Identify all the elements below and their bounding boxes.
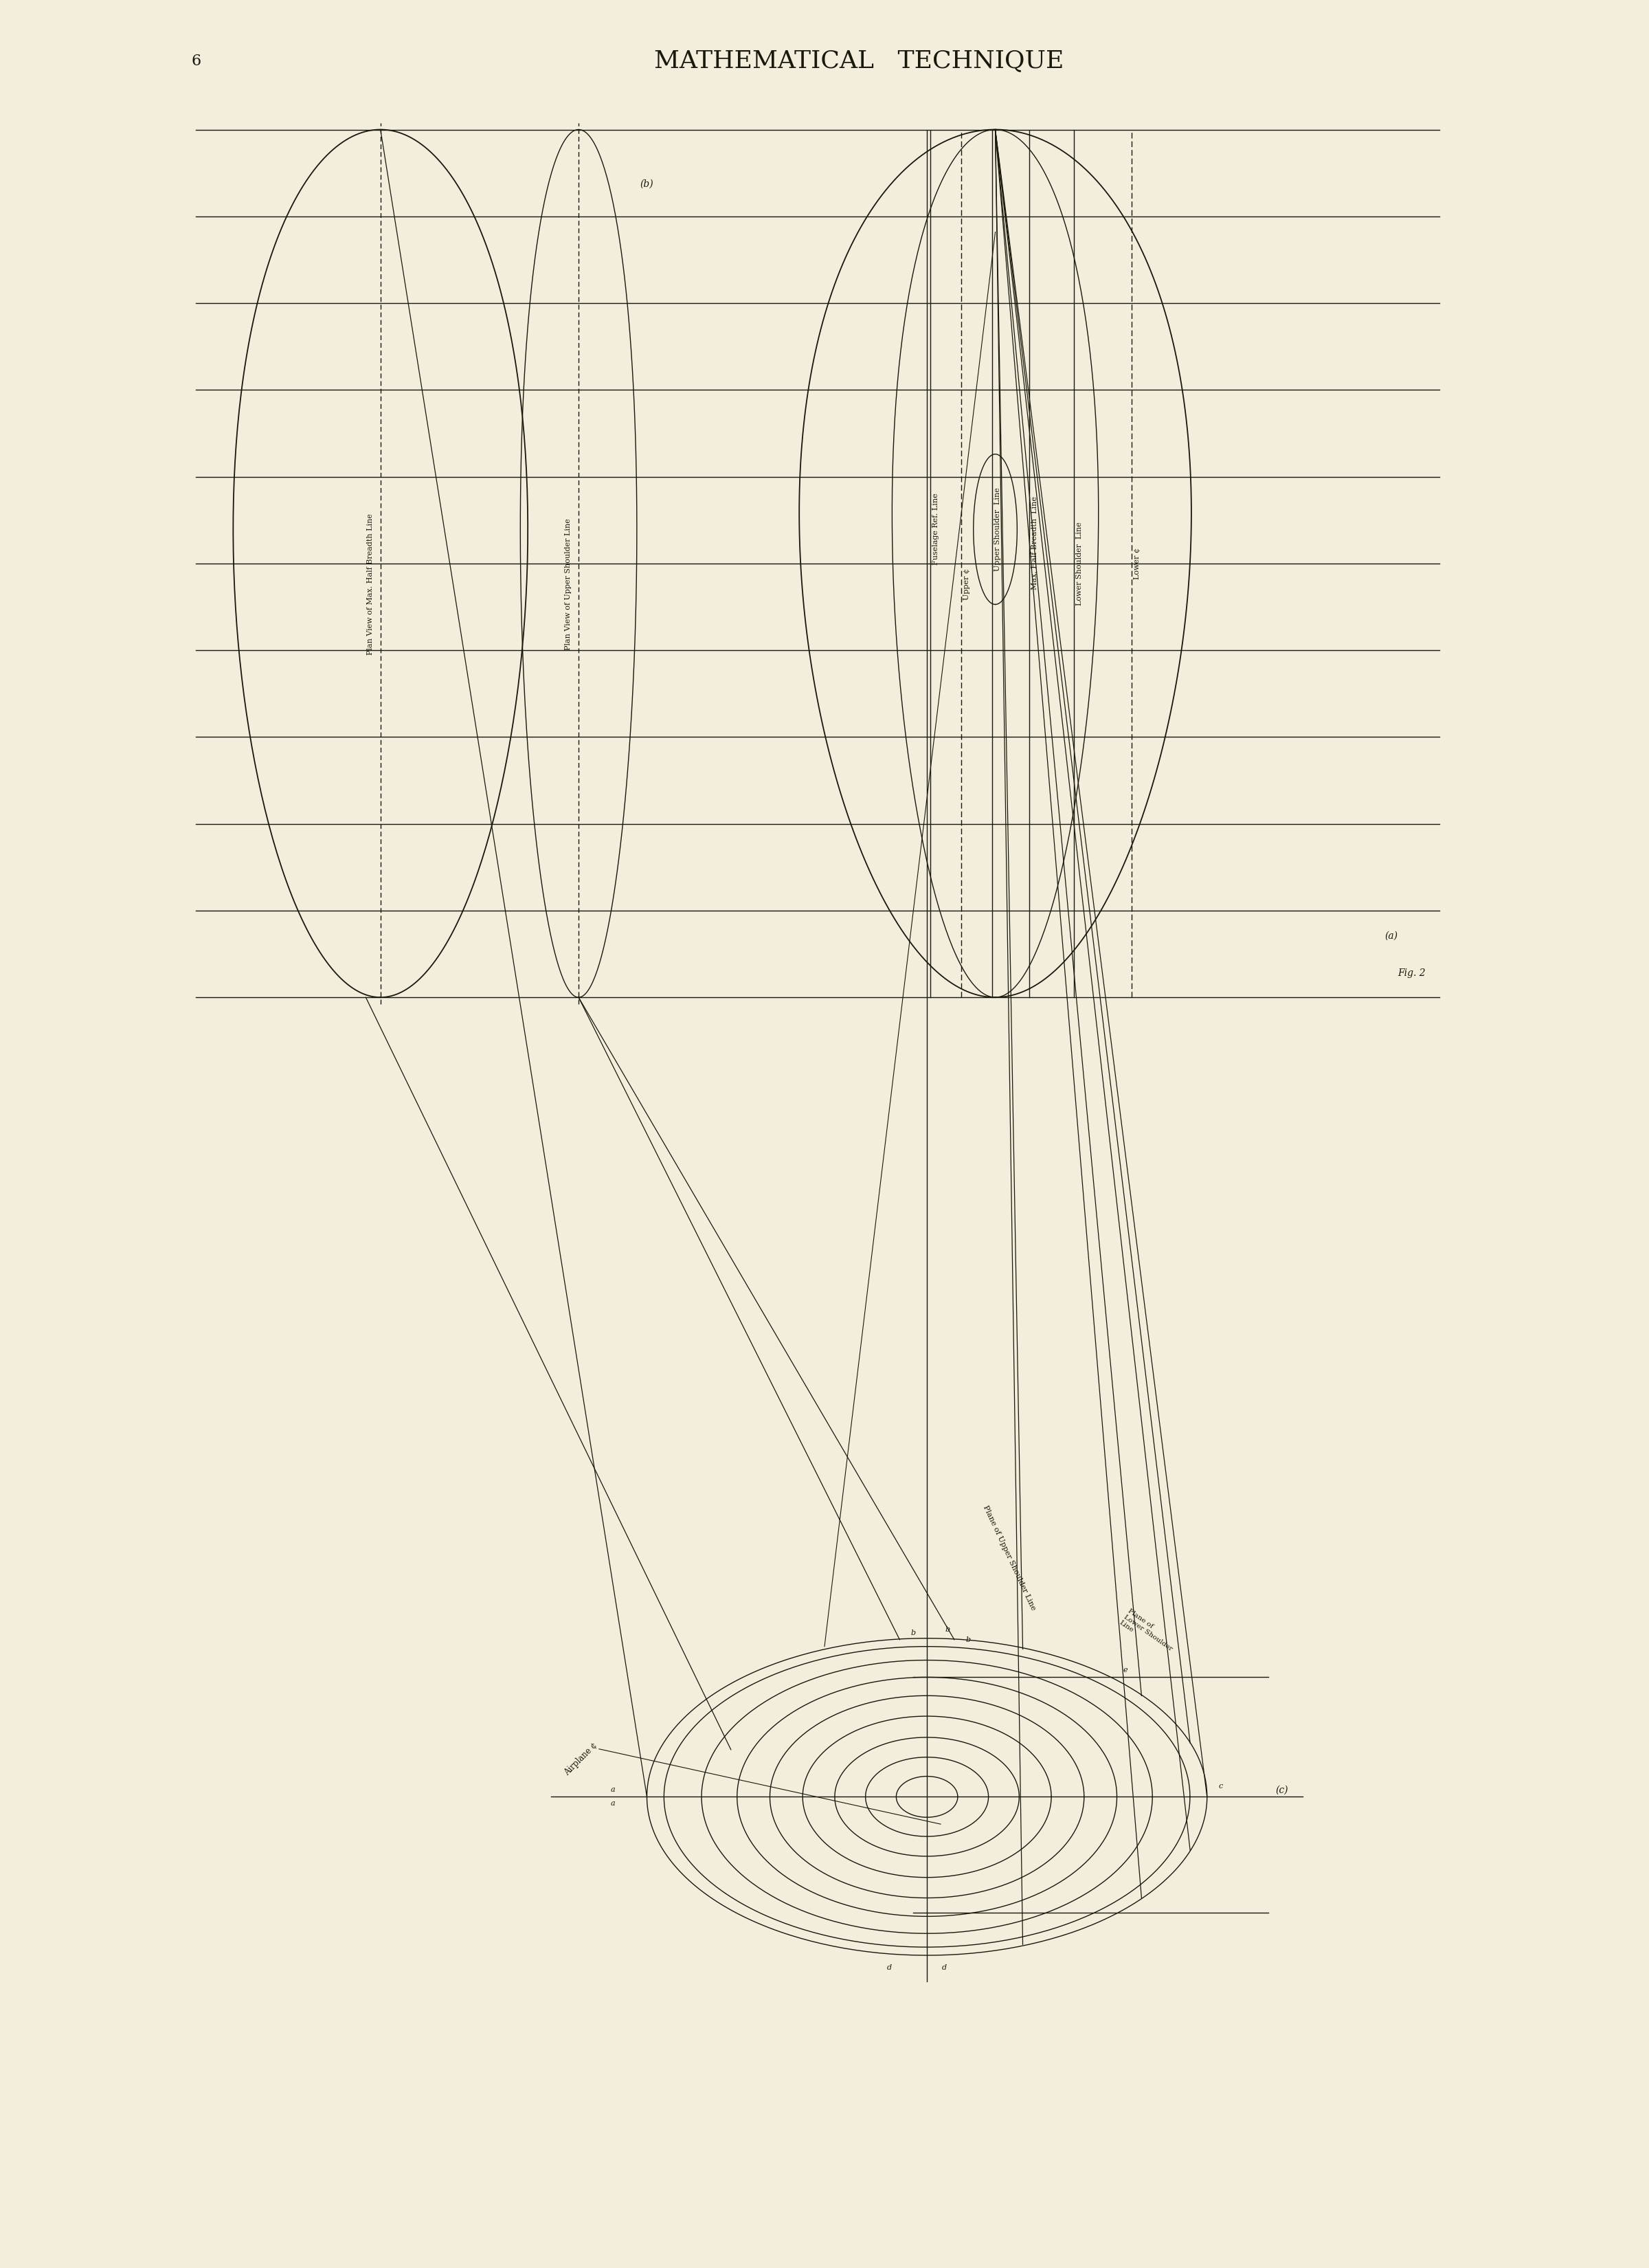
Text: Plan View of Upper Shoulder Line: Plan View of Upper Shoulder Line (566, 517, 572, 651)
Text: Lower Shoulder  Line: Lower Shoulder Line (1075, 522, 1083, 606)
Text: b: b (910, 1628, 915, 1635)
Text: a: a (610, 1787, 615, 1794)
Text: Plane of Upper Shoulder Line: Plane of Upper Shoulder Line (981, 1504, 1037, 1610)
Text: (b): (b) (640, 179, 653, 188)
Text: b: b (966, 1635, 970, 1642)
Text: Fuselage Ref. Line: Fuselage Ref. Line (932, 494, 940, 565)
Text: d: d (942, 1964, 947, 1971)
Text: Upper Shoulder  Line: Upper Shoulder Line (994, 488, 1001, 572)
Text: Airplane ¢: Airplane ¢ (562, 1742, 599, 1778)
Text: (c): (c) (1276, 1785, 1288, 1794)
Text: Fig. 2: Fig. 2 (1398, 968, 1426, 978)
Text: d: d (887, 1964, 892, 1971)
Text: Plane of
Lower Shoulder
Line: Plane of Lower Shoulder Line (1118, 1608, 1177, 1658)
Text: c: c (1219, 1783, 1224, 1789)
Text: 6: 6 (191, 54, 201, 68)
Text: b: b (945, 1626, 950, 1633)
Text: (a): (a) (1385, 932, 1398, 941)
Text: Upper ¢: Upper ¢ (963, 569, 970, 599)
Text: Plan View of Max. Half Breadth Line: Plan View of Max. Half Breadth Line (366, 513, 374, 655)
Text: Max. Half Breadth  Line: Max. Half Breadth Line (1032, 497, 1039, 590)
Text: a: a (610, 1801, 615, 1808)
Text: Lower ¢: Lower ¢ (1135, 547, 1141, 578)
Text: e: e (1123, 1667, 1128, 1674)
Text: MATHEMATICAL   TECHNIQUE: MATHEMATICAL TECHNIQUE (653, 50, 1064, 73)
